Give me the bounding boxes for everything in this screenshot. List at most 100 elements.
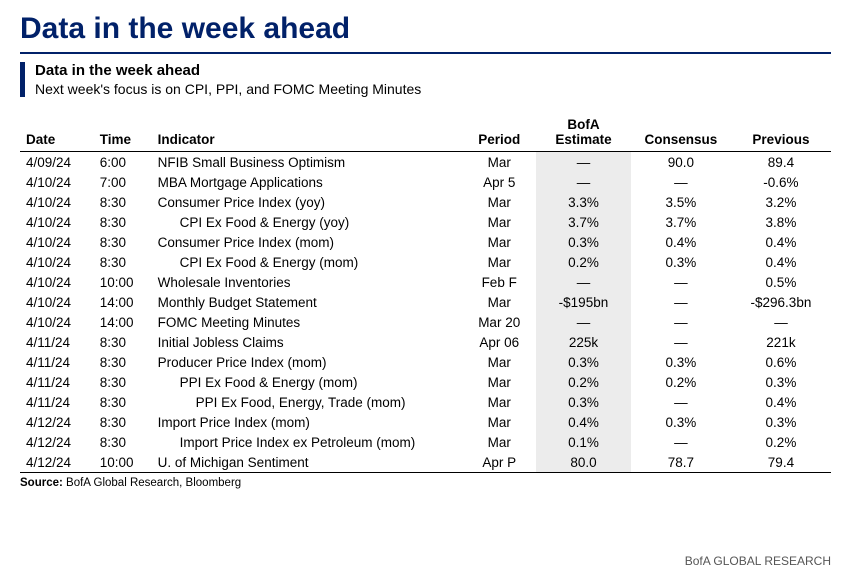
- table-row: 4/10/247:00MBA Mortgage ApplicationsApr …: [20, 172, 831, 192]
- table-row: 4/11/248:30Producer Price Index (mom)Mar…: [20, 352, 831, 372]
- cell-consensus: 3.5%: [631, 192, 731, 212]
- table-row: 4/11/248:30PPI Ex Food, Energy, Trade (m…: [20, 392, 831, 412]
- cell-time: 8:30: [94, 252, 152, 272]
- cell-estimate: 0.4%: [536, 412, 631, 432]
- cell-period: Mar: [462, 212, 536, 232]
- cell-estimate: 3.3%: [536, 192, 631, 212]
- table-row: 4/10/2414:00Monthly Budget StatementMar-…: [20, 292, 831, 312]
- cell-indicator: Wholesale Inventories: [152, 272, 463, 292]
- cell-time: 8:30: [94, 432, 152, 452]
- cell-indicator: Import Price Index (mom): [152, 412, 463, 432]
- cell-indicator: FOMC Meeting Minutes: [152, 312, 463, 332]
- col-date: Date: [20, 113, 94, 152]
- col-previous: Previous: [731, 113, 831, 152]
- cell-indicator: CPI Ex Food & Energy (yoy): [152, 212, 463, 232]
- cell-previous: 0.4%: [731, 232, 831, 252]
- cell-date: 4/10/24: [20, 212, 94, 232]
- cell-date: 4/11/24: [20, 392, 94, 412]
- tagline: Next week's focus is on CPI, PPI, and FO…: [35, 81, 831, 97]
- cell-estimate: 0.3%: [536, 232, 631, 252]
- cell-indicator: CPI Ex Food & Energy (mom): [152, 252, 463, 272]
- table-row: 4/10/2410:00Wholesale InventoriesFeb F——…: [20, 272, 831, 292]
- col-time: Time: [94, 113, 152, 152]
- cell-period: Mar: [462, 392, 536, 412]
- cell-period: Feb F: [462, 272, 536, 292]
- cell-previous: 221k: [731, 332, 831, 352]
- cell-indicator: Consumer Price Index (yoy): [152, 192, 463, 212]
- cell-estimate: —: [536, 152, 631, 173]
- subtitle-block: Data in the week ahead Next week's focus…: [20, 62, 831, 97]
- cell-consensus: —: [631, 432, 731, 452]
- cell-estimate: 3.7%: [536, 212, 631, 232]
- cell-time: 8:30: [94, 332, 152, 352]
- cell-indicator: U. of Michigan Sentiment: [152, 452, 463, 473]
- cell-previous: 0.3%: [731, 412, 831, 432]
- table-row: 4/12/2410:00U. of Michigan SentimentApr …: [20, 452, 831, 473]
- table-row: 4/11/248:30PPI Ex Food & Energy (mom)Mar…: [20, 372, 831, 392]
- cell-indicator: Monthly Budget Statement: [152, 292, 463, 312]
- cell-previous: 89.4: [731, 152, 831, 173]
- data-table: Date Time Indicator Period BofA Estimate…: [20, 113, 831, 473]
- cell-previous: 3.2%: [731, 192, 831, 212]
- table-row: 4/12/248:30Import Price Index (mom)Mar0.…: [20, 412, 831, 432]
- cell-previous: 0.2%: [731, 432, 831, 452]
- cell-previous: 0.6%: [731, 352, 831, 372]
- cell-time: 8:30: [94, 192, 152, 212]
- cell-period: Mar: [462, 292, 536, 312]
- cell-estimate: 225k: [536, 332, 631, 352]
- cell-consensus: 0.3%: [631, 412, 731, 432]
- cell-consensus: —: [631, 172, 731, 192]
- cell-date: 4/10/24: [20, 192, 94, 212]
- cell-indicator: Consumer Price Index (mom): [152, 232, 463, 252]
- cell-estimate: 0.3%: [536, 392, 631, 412]
- col-consensus: Consensus: [631, 113, 731, 152]
- cell-estimate: 0.3%: [536, 352, 631, 372]
- cell-estimate: 80.0: [536, 452, 631, 473]
- cell-time: 8:30: [94, 352, 152, 372]
- cell-time: 8:30: [94, 412, 152, 432]
- table-row: 4/10/248:30Consumer Price Index (yoy)Mar…: [20, 192, 831, 212]
- cell-indicator: NFIB Small Business Optimism: [152, 152, 463, 173]
- source-label: Source:: [20, 477, 63, 489]
- cell-previous: -$296.3bn: [731, 292, 831, 312]
- cell-consensus: 0.3%: [631, 352, 731, 372]
- cell-period: Mar: [462, 252, 536, 272]
- subtitle: Data in the week ahead: [35, 62, 831, 79]
- source-line: Source: BofA Global Research, Bloomberg: [20, 477, 831, 489]
- cell-consensus: —: [631, 312, 731, 332]
- cell-time: 8:30: [94, 212, 152, 232]
- cell-date: 4/10/24: [20, 272, 94, 292]
- cell-previous: 0.4%: [731, 252, 831, 272]
- table-row: 4/09/246:00NFIB Small Business OptimismM…: [20, 152, 831, 173]
- cell-estimate: 0.2%: [536, 372, 631, 392]
- cell-previous: -0.6%: [731, 172, 831, 192]
- cell-consensus: —: [631, 292, 731, 312]
- cell-consensus: —: [631, 272, 731, 292]
- cell-indicator: MBA Mortgage Applications: [152, 172, 463, 192]
- col-estimate-bot: Estimate: [555, 132, 611, 147]
- cell-time: 10:00: [94, 452, 152, 473]
- cell-time: 10:00: [94, 272, 152, 292]
- cell-time: 14:00: [94, 292, 152, 312]
- cell-estimate: —: [536, 312, 631, 332]
- table-body: 4/09/246:00NFIB Small Business OptimismM…: [20, 152, 831, 473]
- footer-brand: BofA GLOBAL RESEARCH: [685, 554, 831, 568]
- cell-estimate: —: [536, 272, 631, 292]
- cell-previous: 3.8%: [731, 212, 831, 232]
- cell-time: 14:00: [94, 312, 152, 332]
- cell-consensus: 0.2%: [631, 372, 731, 392]
- cell-estimate: —: [536, 172, 631, 192]
- cell-estimate: 0.1%: [536, 432, 631, 452]
- cell-date: 4/11/24: [20, 372, 94, 392]
- cell-date: 4/09/24: [20, 152, 94, 173]
- cell-period: Apr 5: [462, 172, 536, 192]
- cell-period: Apr 06: [462, 332, 536, 352]
- cell-indicator: Producer Price Index (mom): [152, 352, 463, 372]
- col-indicator: Indicator: [152, 113, 463, 152]
- cell-previous: 0.3%: [731, 372, 831, 392]
- cell-date: 4/11/24: [20, 352, 94, 372]
- cell-period: Mar 20: [462, 312, 536, 332]
- cell-time: 8:30: [94, 232, 152, 252]
- cell-period: Mar: [462, 232, 536, 252]
- cell-date: 4/10/24: [20, 312, 94, 332]
